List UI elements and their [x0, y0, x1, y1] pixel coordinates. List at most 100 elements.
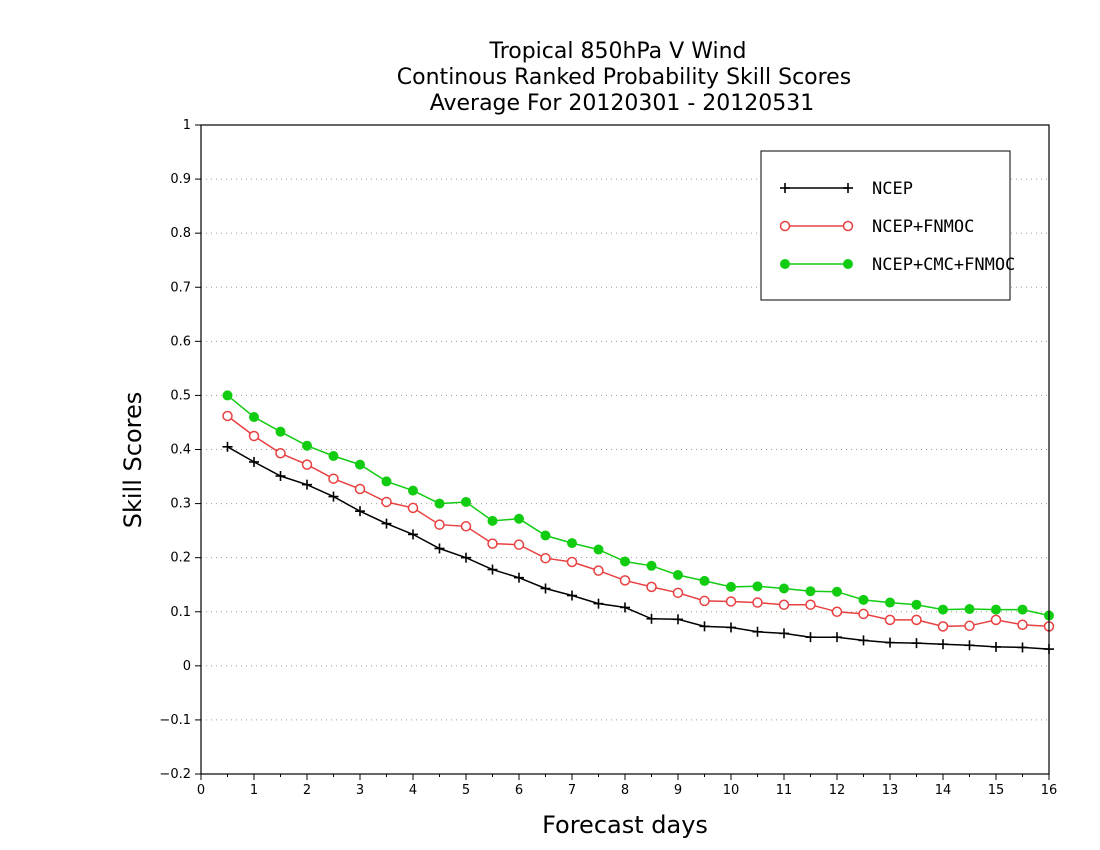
title-line-1: Tropical 850hPa V Wind — [488, 39, 746, 64]
data-point — [990, 614, 1002, 626]
y-tick-label: 0.4 — [170, 443, 191, 458]
title-line-3: Average For 20120301 - 20120531 — [430, 91, 815, 116]
x-tick-label: 2 — [303, 783, 311, 798]
legend-marker — [843, 259, 853, 269]
x-tick-label: 1 — [250, 783, 258, 798]
data-point — [964, 604, 975, 615]
data-point — [620, 602, 630, 613]
legend-item: NCEP — [780, 179, 913, 199]
data-point — [249, 456, 259, 467]
legend-item: NCEP+FNMOC — [779, 217, 974, 237]
series-layer — [222, 390, 1055, 655]
x-tick-label: 6 — [515, 783, 523, 798]
data-point — [858, 608, 869, 620]
data-point — [302, 479, 312, 490]
x-tick-label: 4 — [409, 783, 417, 798]
y-tick-label: −0.1 — [159, 713, 191, 728]
data-point — [222, 441, 233, 452]
data-point — [354, 483, 366, 495]
x-tick-label: 15 — [988, 783, 1005, 798]
data-point — [805, 632, 816, 643]
series-ncep-fnmoc — [222, 410, 1055, 632]
data-point — [461, 496, 471, 507]
x-tick-label: 0 — [197, 783, 205, 798]
x-axis-title: Forecast days — [542, 811, 708, 839]
data-point — [752, 597, 763, 608]
y-tick-label: 0.9 — [170, 172, 191, 187]
data-point — [461, 552, 471, 563]
x-tick-label: 11 — [776, 783, 793, 798]
data-point — [937, 621, 949, 632]
legend: NCEP NCEP+FNMOC NCEP+CMC+FNMOC — [760, 150, 1015, 301]
x-tick-label: 3 — [356, 783, 364, 798]
legend-marker — [842, 220, 854, 232]
data-point — [248, 430, 260, 442]
data-point — [673, 614, 683, 625]
data-point — [938, 604, 948, 615]
data-point — [752, 581, 763, 592]
data-point — [832, 586, 842, 597]
x-tick-label: 13 — [882, 783, 899, 798]
data-point — [911, 599, 922, 610]
data-point — [514, 572, 524, 583]
data-point — [991, 604, 1001, 615]
data-point — [911, 638, 922, 649]
x-tick-label: 10 — [723, 783, 740, 798]
data-point — [567, 538, 577, 549]
series-ncep-cmc-fnmoc — [222, 390, 1054, 621]
data-point — [460, 521, 472, 532]
legend-marker — [843, 183, 853, 193]
data-point — [275, 471, 286, 482]
data-point — [408, 529, 418, 540]
data-point — [302, 440, 312, 451]
data-point — [646, 581, 657, 593]
data-point — [752, 626, 763, 637]
data-point — [805, 599, 816, 610]
data-point — [355, 459, 365, 470]
data-point — [381, 496, 392, 508]
data-point — [593, 544, 604, 555]
legend-label: NCEP+FNMOC — [872, 217, 974, 237]
data-point — [434, 498, 445, 509]
data-point — [672, 587, 684, 599]
x-tick-label: 12 — [829, 783, 846, 798]
data-point — [487, 515, 498, 526]
data-point — [699, 575, 710, 586]
y-tick-label: 0.7 — [170, 280, 191, 295]
data-point — [779, 628, 789, 639]
data-point — [646, 560, 657, 571]
title-line-2: Continous Ranked Probability Skill Score… — [397, 65, 851, 90]
legend-marker — [780, 259, 790, 269]
y-axis-title: Skill Scores — [119, 392, 147, 529]
data-point — [1017, 604, 1028, 615]
y-tick-label: 0.3 — [170, 497, 191, 512]
y-tick-label: 0.5 — [170, 388, 191, 403]
legend-label: NCEP — [872, 179, 913, 199]
data-point — [699, 621, 710, 632]
series-line — [227, 415, 1050, 628]
data-point — [885, 597, 895, 608]
data-point — [328, 473, 339, 484]
data-point — [673, 569, 683, 580]
data-point — [381, 518, 392, 529]
legend-items: NCEP NCEP+FNMOC NCEP+CMC+FNMOC — [779, 179, 1015, 275]
data-point — [301, 459, 313, 470]
data-point — [434, 543, 445, 554]
legend-label: NCEP+CMC+FNMOC — [872, 255, 1015, 275]
data-point — [487, 564, 498, 575]
data-point — [911, 614, 922, 626]
y-tick-label: 0.6 — [170, 334, 191, 349]
data-point — [222, 410, 233, 422]
x-tick-label: 8 — [621, 783, 629, 798]
data-point — [699, 595, 710, 607]
data-point — [513, 539, 525, 550]
data-point — [831, 606, 843, 617]
y-tick-label: 0.2 — [170, 551, 191, 566]
data-point — [540, 552, 551, 564]
x-tick-label: 7 — [568, 783, 576, 798]
x-tick-label: 14 — [935, 783, 952, 798]
data-point — [275, 426, 286, 437]
data-point — [885, 637, 895, 648]
data-point — [858, 635, 869, 646]
data-point — [1017, 619, 1028, 630]
